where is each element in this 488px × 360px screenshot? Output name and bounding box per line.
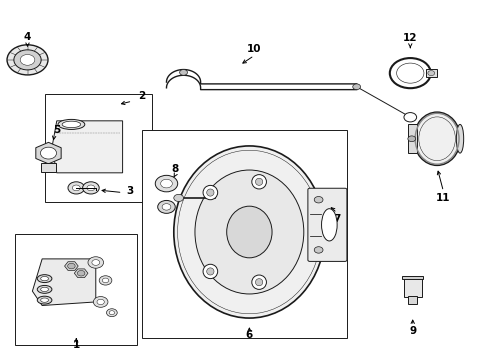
- Ellipse shape: [206, 189, 214, 196]
- Ellipse shape: [62, 121, 81, 128]
- Bar: [403, 278, 421, 297]
- Text: 7: 7: [333, 215, 340, 224]
- Text: 3: 3: [126, 186, 133, 196]
- Circle shape: [106, 309, 117, 317]
- Ellipse shape: [44, 149, 55, 160]
- Ellipse shape: [321, 209, 336, 241]
- Ellipse shape: [255, 279, 262, 286]
- Ellipse shape: [455, 125, 463, 153]
- Circle shape: [87, 185, 95, 191]
- Ellipse shape: [37, 296, 52, 304]
- Polygon shape: [36, 142, 61, 164]
- Circle shape: [158, 201, 175, 213]
- Text: 6: 6: [245, 330, 252, 340]
- Circle shape: [67, 263, 75, 269]
- Text: 2: 2: [138, 91, 145, 101]
- Polygon shape: [32, 259, 96, 306]
- Ellipse shape: [195, 170, 303, 294]
- Ellipse shape: [206, 268, 214, 275]
- Circle shape: [427, 71, 434, 76]
- Circle shape: [102, 278, 108, 283]
- Ellipse shape: [58, 120, 84, 130]
- Circle shape: [314, 247, 323, 253]
- Ellipse shape: [203, 185, 217, 200]
- Ellipse shape: [203, 264, 217, 279]
- Bar: [425, 69, 436, 77]
- Circle shape: [97, 299, 104, 305]
- Text: 5: 5: [53, 125, 61, 135]
- Circle shape: [407, 136, 415, 141]
- Circle shape: [160, 179, 172, 188]
- Circle shape: [20, 54, 35, 65]
- Circle shape: [109, 311, 114, 315]
- Ellipse shape: [41, 287, 48, 292]
- Bar: [401, 276, 423, 279]
- Circle shape: [93, 297, 108, 307]
- Circle shape: [7, 45, 48, 75]
- Text: 1: 1: [73, 340, 80, 350]
- Ellipse shape: [41, 276, 48, 281]
- Circle shape: [92, 260, 100, 265]
- Ellipse shape: [251, 275, 266, 289]
- Polygon shape: [52, 121, 122, 173]
- Bar: [407, 125, 416, 153]
- Text: 10: 10: [246, 44, 261, 54]
- Circle shape: [179, 69, 187, 75]
- Circle shape: [155, 175, 177, 192]
- Ellipse shape: [413, 112, 459, 165]
- Circle shape: [72, 185, 80, 191]
- Text: 11: 11: [435, 193, 450, 203]
- Ellipse shape: [37, 285, 52, 293]
- Text: 8: 8: [171, 164, 179, 174]
- Ellipse shape: [41, 298, 48, 302]
- Circle shape: [173, 194, 183, 202]
- Text: 12: 12: [402, 33, 417, 43]
- Polygon shape: [64, 262, 78, 270]
- Bar: [44, 94, 152, 202]
- Bar: [407, 296, 416, 305]
- Ellipse shape: [255, 178, 262, 185]
- Bar: [142, 130, 346, 338]
- Ellipse shape: [251, 175, 266, 189]
- FancyBboxPatch shape: [307, 188, 346, 261]
- Circle shape: [314, 197, 323, 203]
- Circle shape: [41, 147, 57, 159]
- Circle shape: [82, 182, 99, 194]
- Bar: [41, 163, 56, 172]
- Circle shape: [99, 276, 112, 285]
- Ellipse shape: [226, 206, 271, 258]
- Polygon shape: [74, 269, 88, 278]
- Circle shape: [162, 204, 170, 210]
- Circle shape: [352, 84, 360, 90]
- Text: 9: 9: [408, 326, 415, 336]
- Bar: [15, 234, 137, 345]
- Circle shape: [68, 182, 84, 194]
- Text: 4: 4: [24, 32, 31, 41]
- Ellipse shape: [37, 275, 52, 283]
- Circle shape: [88, 257, 103, 268]
- Circle shape: [14, 50, 41, 70]
- Circle shape: [77, 270, 85, 276]
- Ellipse shape: [173, 146, 325, 318]
- Circle shape: [403, 113, 416, 122]
